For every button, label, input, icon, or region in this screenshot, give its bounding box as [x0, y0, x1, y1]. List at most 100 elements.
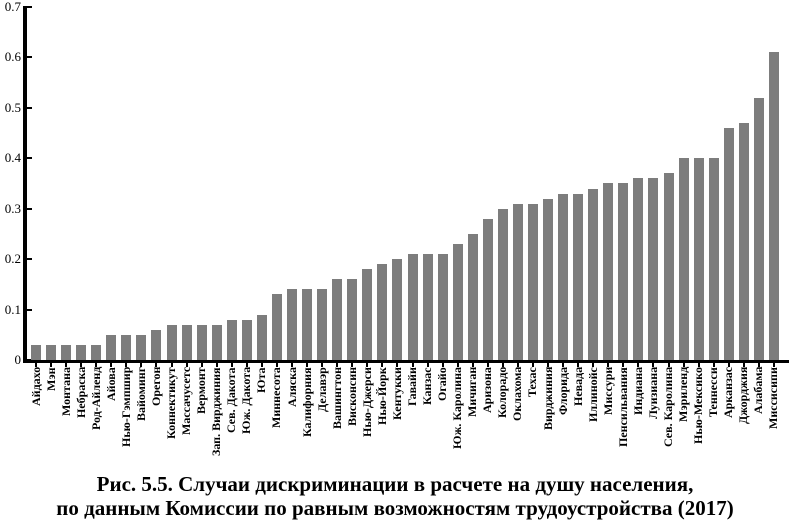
bar [693, 158, 704, 360]
x-tick [125, 363, 128, 367]
x-axis-line [23, 360, 789, 363]
x-tick-label: Вашингтон [329, 367, 344, 430]
y-axis-line [23, 6, 27, 363]
bar [256, 314, 267, 360]
y-tick-label: 0.2 [4, 251, 21, 267]
bar [497, 208, 508, 360]
bar [76, 344, 87, 360]
x-tick-label: Висконсин [344, 367, 359, 427]
bar [603, 183, 614, 360]
x-tick-label: Делавэр [314, 367, 329, 412]
bar [422, 254, 433, 360]
x-tick [321, 363, 324, 367]
y-tick [27, 56, 32, 59]
x-tick [65, 363, 68, 367]
y-tick-label: 0.1 [4, 301, 21, 317]
x-tick-label: Монтана [58, 367, 73, 417]
bar [377, 264, 388, 360]
bar [196, 324, 207, 360]
bar [106, 334, 117, 360]
x-tick [637, 363, 640, 367]
x-tick [200, 363, 203, 367]
x-tick-label: Массачусетс [179, 367, 194, 436]
x-tick-label: Невада [570, 367, 585, 407]
x-tick-label: Юж. Каролина [450, 367, 465, 449]
x-tick-label: Айова [103, 367, 118, 401]
bar [452, 244, 463, 360]
y-tick-label: 0.5 [4, 99, 21, 115]
x-tick-label: Канзас [420, 367, 435, 405]
x-tick [486, 363, 489, 367]
x-tick [140, 363, 143, 367]
y-tick [27, 106, 32, 109]
x-tick [95, 363, 98, 367]
x-tick-label: Нью-Мексико [691, 367, 706, 444]
x-tick-label: Юта [254, 367, 269, 393]
x-tick [622, 363, 625, 367]
y-tick [27, 258, 32, 261]
x-tick [50, 363, 53, 367]
x-tick [381, 363, 384, 367]
x-tick [547, 363, 550, 367]
bar [407, 254, 418, 360]
x-tick-label: Нью-Джерси [359, 367, 374, 437]
x-tick-label: Аляска [284, 367, 299, 407]
bar [437, 254, 448, 360]
x-tick-label: Сев. Дакота [224, 367, 239, 433]
x-tick-label: Юж. Дакота [239, 367, 254, 435]
x-tick [562, 363, 565, 367]
x-tick [501, 363, 504, 367]
x-tick-label: Техас [525, 367, 540, 397]
x-tick-label: Айдахо [28, 367, 43, 407]
x-tick [396, 363, 399, 367]
bar [302, 289, 313, 360]
caption-line-2: по данным Комиссии по равным возможностя… [56, 496, 734, 520]
x-tick [185, 363, 188, 367]
x-tick [712, 363, 715, 367]
x-tick-label: Вирджиния [540, 367, 555, 431]
bar [663, 173, 674, 360]
x-tick-label: Теннесси [706, 367, 721, 417]
x-tick-label: Иллинойс [585, 367, 600, 422]
bar [61, 344, 72, 360]
x-tick-label: Мэриленд [676, 367, 691, 423]
x-tick-label: Небраска [73, 367, 88, 419]
x-tick [260, 363, 263, 367]
y-tick-label: 0.7 [4, 0, 21, 14]
bar [768, 52, 779, 360]
bar [91, 344, 102, 360]
x-tick-label: Колорадо [495, 367, 510, 419]
x-tick [426, 363, 429, 367]
x-tick-label: Род-Айленд [88, 367, 103, 431]
y-tick-label: 0.4 [4, 150, 21, 166]
x-tick [441, 363, 444, 367]
x-tick [742, 363, 745, 367]
bar [753, 97, 764, 360]
y-tick-label: 0 [14, 352, 22, 367]
x-tick-label: Аризона [480, 367, 495, 413]
x-tick-label: Миссисипи [766, 367, 781, 429]
x-tick [607, 363, 610, 367]
x-tick-label: Джорджия [736, 367, 751, 425]
x-tick-label: Вермонт [194, 367, 209, 414]
bar [332, 279, 343, 360]
bar [708, 158, 719, 360]
x-tick [245, 363, 248, 367]
x-tick [366, 363, 369, 367]
x-tick [230, 363, 233, 367]
bar [588, 188, 599, 360]
x-tick [351, 363, 354, 367]
x-tick-label: Флорида [555, 367, 570, 416]
bar [136, 334, 147, 360]
x-tick [516, 363, 519, 367]
x-tick [411, 363, 414, 367]
x-tick-label: Коннектикут [164, 367, 179, 439]
bar [211, 324, 222, 360]
x-tick-label: Зап. Вирджиния [209, 367, 224, 456]
bar [678, 158, 689, 360]
x-tick [592, 363, 595, 367]
bar [181, 324, 192, 360]
y-tick [27, 207, 32, 210]
x-tick [291, 363, 294, 367]
x-tick [667, 363, 670, 367]
